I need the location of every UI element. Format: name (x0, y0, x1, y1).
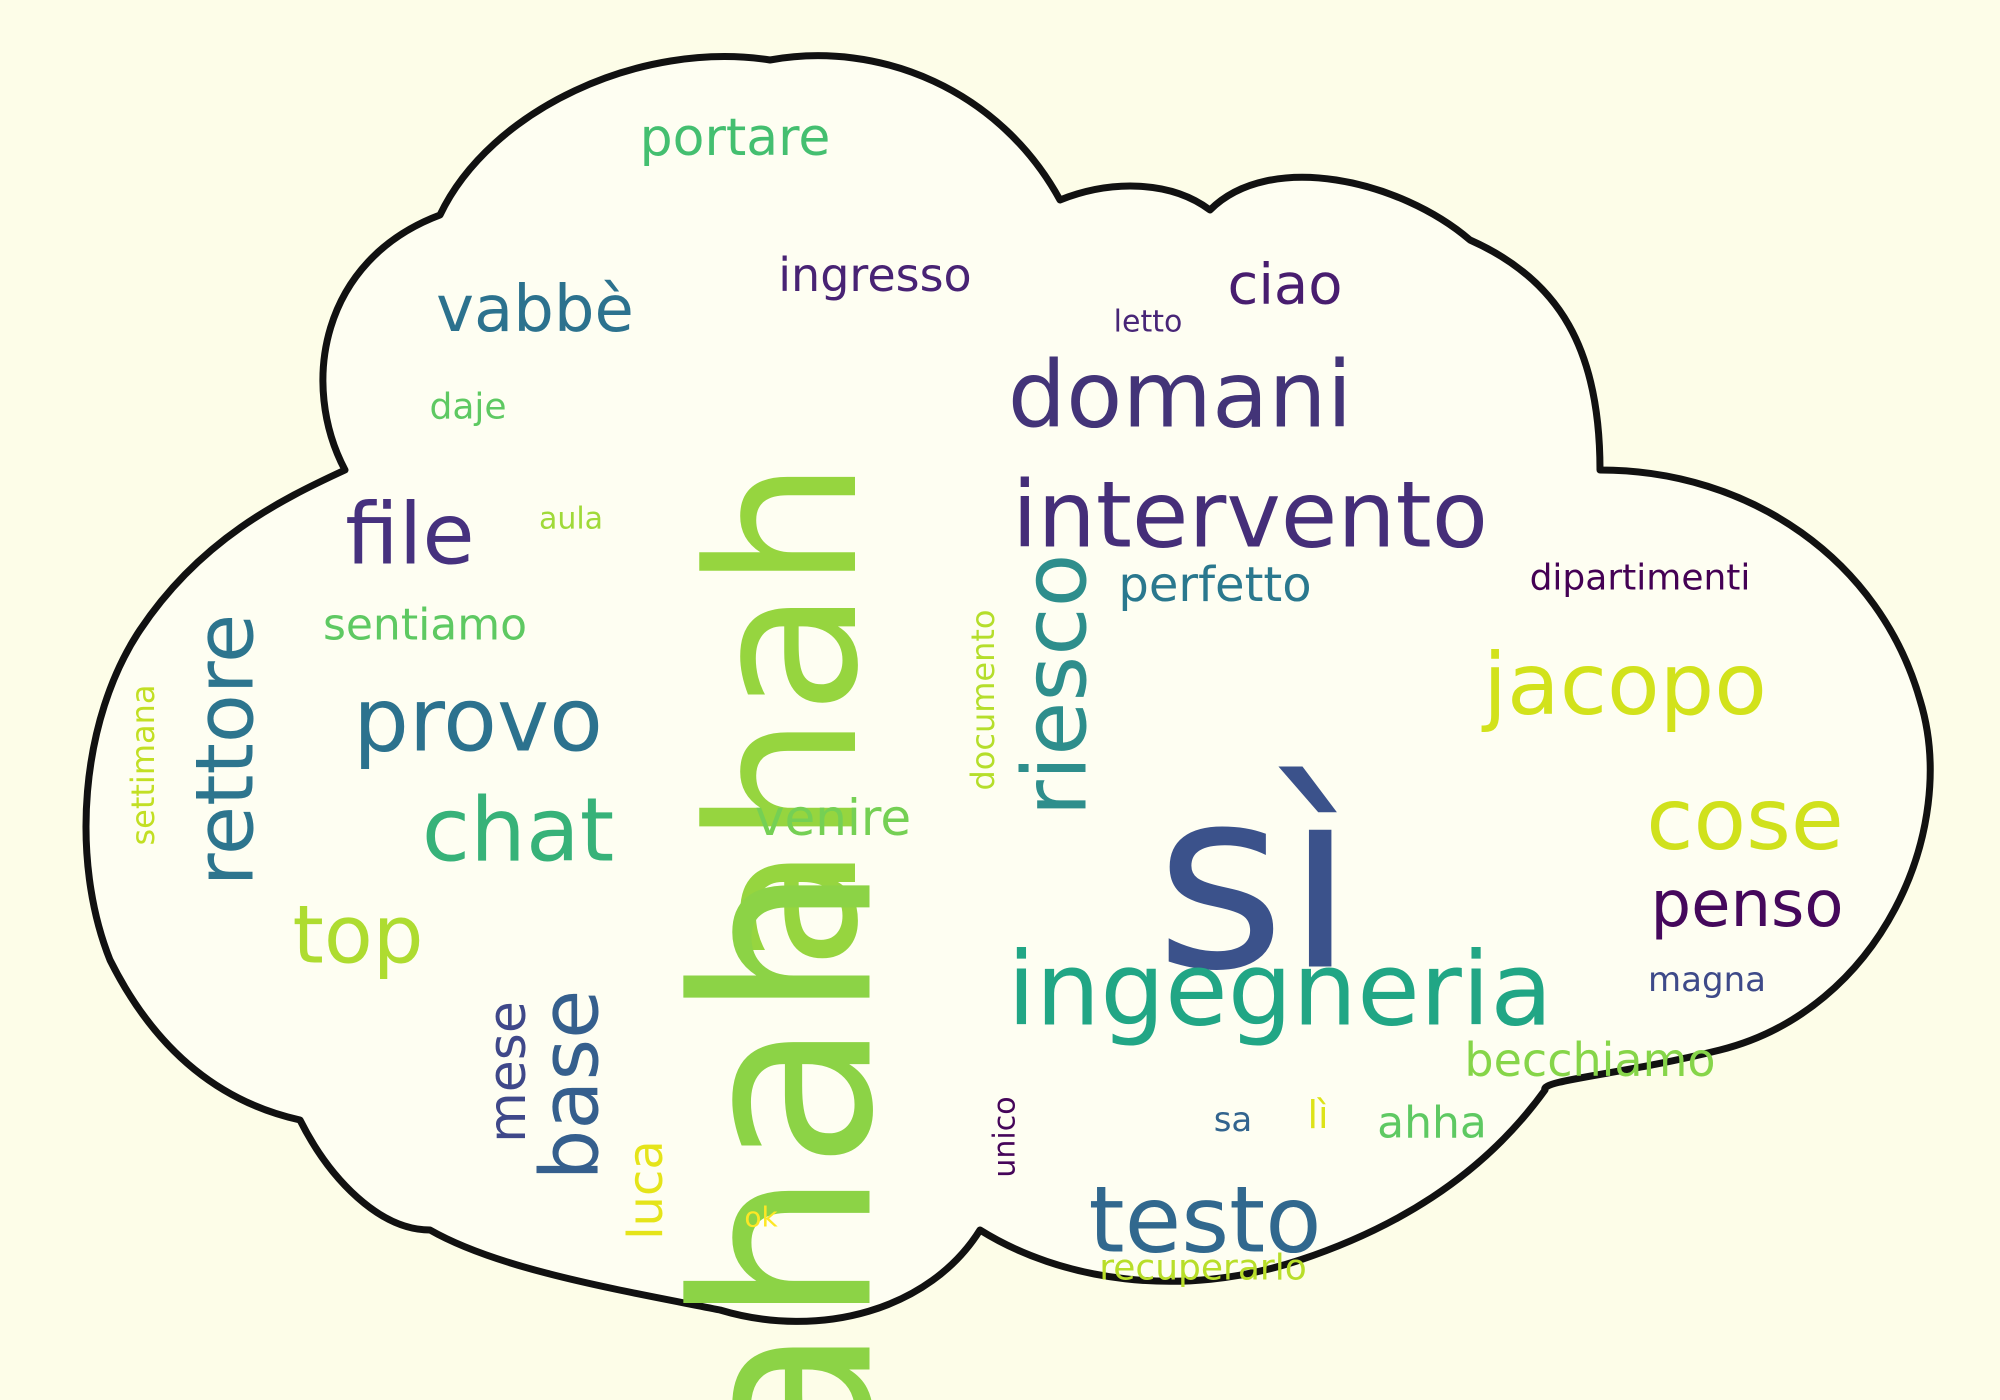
word-chat: chat (422, 779, 615, 882)
word-ahah-2: ahah (643, 865, 928, 1400)
word-magna: magna (1648, 960, 1766, 1000)
word-letto: letto (1114, 305, 1183, 340)
word-jacopo: jacopo (1481, 635, 1767, 735)
word-li: lì (1307, 1093, 1328, 1137)
word-top: top (292, 889, 423, 982)
word-ahha: ahha (1377, 1098, 1487, 1149)
word-sentiamo: sentiamo (323, 600, 527, 651)
word-daje: daje (429, 387, 506, 428)
word-mese: mese (478, 1001, 538, 1143)
word-recuperarlo: recuperarlo (1099, 1248, 1306, 1289)
word-dipartimenti: dipartimenti (1530, 558, 1751, 599)
word-ciao: ciao (1228, 253, 1343, 318)
word-provo: provo (353, 669, 603, 772)
word-domani: domani (1008, 342, 1353, 449)
word-ok: ok (744, 1201, 778, 1234)
word-vabbe: vabbè (436, 273, 634, 347)
word-file: file (345, 486, 474, 585)
word-aula: aula (539, 502, 603, 537)
word-venire: venire (755, 789, 911, 847)
word-si: sì (1155, 735, 1355, 1026)
word-settimana: settimana (124, 684, 162, 845)
word-unico: unico (988, 1096, 1023, 1177)
word-cose: cose (1646, 770, 1844, 870)
word-penso: penso (1650, 868, 1843, 942)
word-portare: portare (640, 108, 831, 168)
word-sa: sa (1214, 1100, 1253, 1140)
word-testo: testo (1089, 1167, 1322, 1274)
word-intervento: intervento (1012, 462, 1488, 569)
word-perfetto: perfetto (1118, 557, 1311, 613)
word-ahah-1: ahah (666, 459, 904, 970)
word-becchiamo: becchiamo (1464, 1033, 1715, 1087)
word-base: base (524, 990, 617, 1181)
word-rettore: rettore (179, 614, 272, 886)
word-riesco: riesco (1004, 554, 1107, 817)
word-luca: luca (618, 1140, 674, 1240)
cloud-outline (82, 52, 1934, 1325)
word-documento: documento (964, 609, 1002, 790)
word-ingegneria: ingegneria (1007, 931, 1552, 1050)
word-ingresso: ingresso (778, 248, 971, 302)
